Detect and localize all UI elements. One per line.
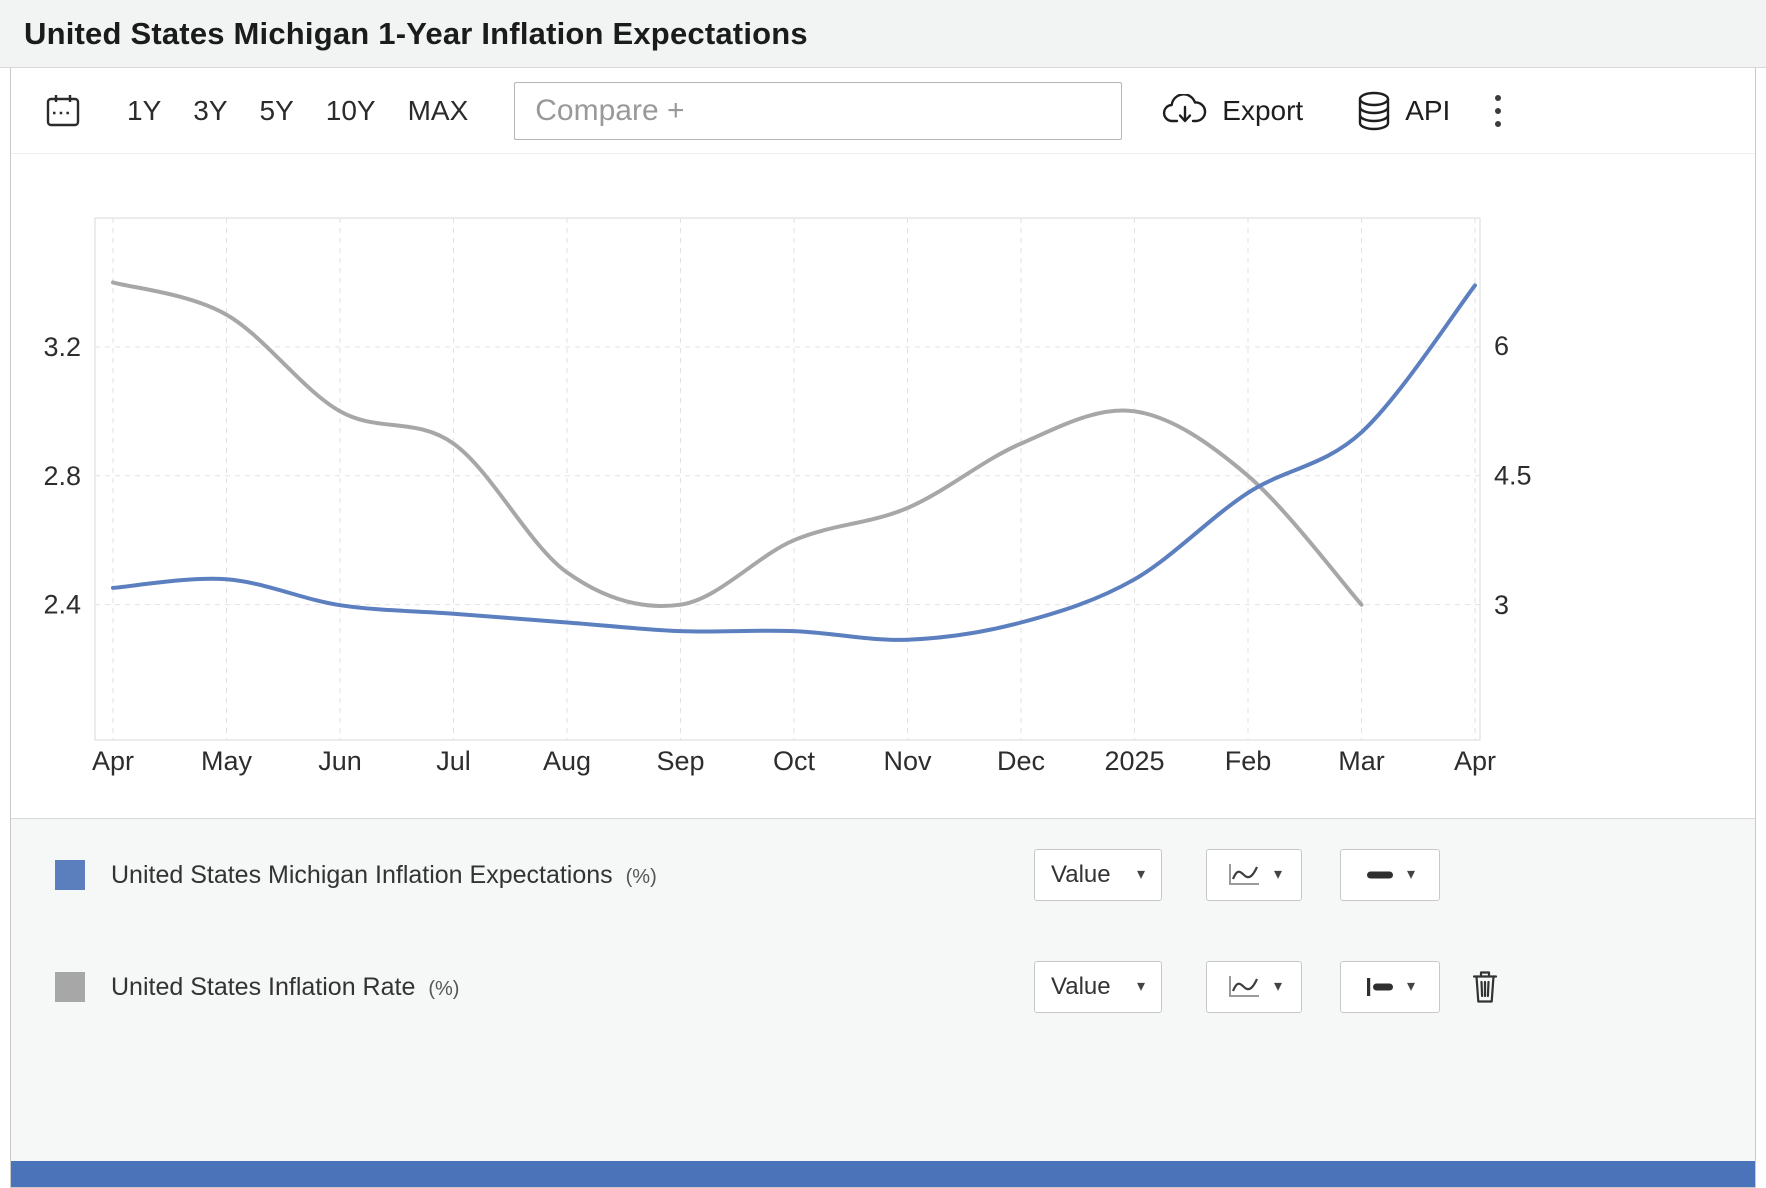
caret-down-icon: ▾ [1273, 978, 1283, 995]
chart-type-dropdown[interactable]: ▾ [1206, 961, 1302, 1013]
line-style-dropdown[interactable]: ▾ [1340, 961, 1440, 1013]
page-header: United States Michigan 1-Year Inflation … [0, 0, 1766, 68]
api-label: API [1405, 94, 1451, 126]
svg-text:Jun: Jun [318, 746, 362, 776]
compare-input[interactable] [514, 81, 1123, 140]
svg-text:2.8: 2.8 [43, 461, 81, 491]
svg-text:Apr: Apr [92, 746, 134, 776]
range-button-max[interactable]: MAX [407, 94, 469, 126]
line-thickness-icon [1365, 977, 1395, 997]
svg-text:Oct: Oct [773, 746, 816, 776]
range-button-3y[interactable]: 3Y [193, 94, 228, 126]
database-icon [1357, 91, 1391, 131]
export-label: Export [1222, 94, 1304, 126]
page-title: United States Michigan 1-Year Inflation … [24, 15, 808, 51]
export-button[interactable]: Export [1162, 93, 1304, 128]
svg-text:May: May [201, 746, 253, 776]
series-unit: (%) [625, 865, 657, 888]
caret-down-icon: ▾ [1273, 866, 1283, 883]
svg-text:Mar: Mar [1338, 746, 1385, 776]
calendar-button[interactable] [11, 68, 115, 153]
svg-text:2025: 2025 [1104, 746, 1164, 776]
value-dropdown[interactable]: Value ▾ [1034, 961, 1162, 1013]
chart-panel: 1Y 3Y 5Y 10Y MAX Export [10, 68, 1756, 1188]
toolbar: 1Y 3Y 5Y 10Y MAX Export [11, 68, 1755, 154]
kebab-menu-button[interactable] [1487, 87, 1509, 135]
caret-down-icon: ▾ [1406, 978, 1416, 995]
legend-row-inflation-rate: United States Inflation Rate (%) Value ▾… [11, 931, 1755, 1043]
svg-text:Feb: Feb [1225, 746, 1272, 776]
calendar-icon [45, 93, 81, 129]
range-button-10y[interactable]: 10Y [325, 94, 376, 126]
trash-icon [1470, 969, 1500, 1005]
series-label: United States Inflation Rate [111, 972, 416, 1001]
series-unit: (%) [428, 977, 460, 1000]
line-chart-icon [1226, 974, 1262, 1000]
bottom-accent-bar [11, 1161, 1755, 1187]
value-dropdown[interactable]: Value ▾ [1034, 849, 1162, 901]
cloud-download-icon [1162, 93, 1208, 128]
range-button-5y[interactable]: 5Y [259, 94, 294, 126]
caret-down-icon: ▾ [1136, 978, 1145, 995]
series-color-swatch [55, 972, 85, 1002]
legend: United States Michigan Inflation Expecta… [11, 818, 1755, 1161]
series-color-swatch [55, 860, 85, 890]
svg-text:Nov: Nov [883, 746, 932, 776]
delete-series-button[interactable] [1470, 969, 1500, 1005]
svg-text:4.5: 4.5 [1494, 461, 1532, 491]
series-label: United States Michigan Inflation Expecta… [111, 860, 613, 889]
line-chart-icon [1226, 862, 1262, 888]
svg-text:Apr: Apr [1454, 746, 1496, 776]
svg-text:3.2: 3.2 [43, 332, 81, 362]
api-button[interactable]: API [1357, 91, 1450, 131]
caret-down-icon: ▾ [1136, 866, 1145, 883]
svg-text:3: 3 [1494, 590, 1509, 620]
chart-svg[interactable]: 3.2 2.8 2.4 6 4.5 3 Apr May Jun Jul Aug Sep Oct Nov De… [11, 154, 1755, 818]
chart-type-dropdown[interactable]: ▾ [1206, 849, 1302, 901]
range-button-1y[interactable]: 1Y [127, 94, 162, 126]
svg-text:Sep: Sep [656, 746, 704, 776]
svg-text:Aug: Aug [543, 746, 591, 776]
line-style-dropdown[interactable]: ▾ [1340, 849, 1440, 901]
svg-text:Jul: Jul [436, 746, 471, 776]
caret-down-icon: ▾ [1406, 866, 1416, 883]
svg-text:6: 6 [1494, 331, 1509, 361]
svg-text:Dec: Dec [997, 746, 1045, 776]
legend-row-expectations: United States Michigan Inflation Expecta… [11, 819, 1755, 931]
chart-area: 3.2 2.8 2.4 6 4.5 3 Apr May Jun Jul Aug Sep Oct Nov De… [11, 154, 1755, 818]
line-thickness-icon [1365, 868, 1395, 882]
svg-text:2.4: 2.4 [43, 590, 81, 620]
range-selector: 1Y 3Y 5Y 10Y MAX [125, 89, 470, 133]
